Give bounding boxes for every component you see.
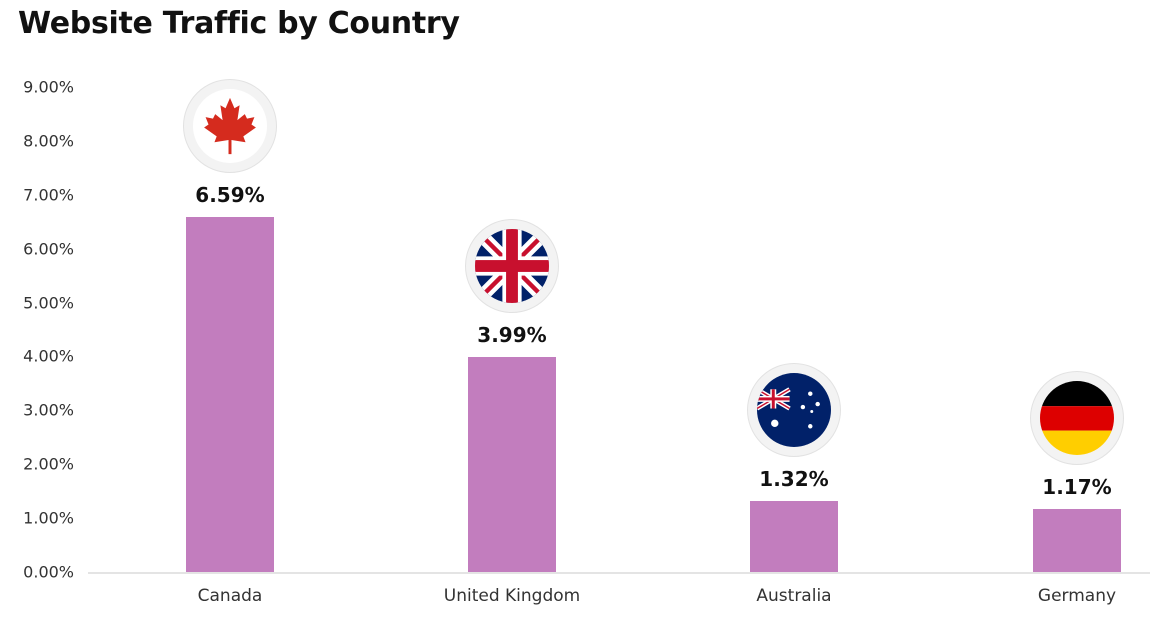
x-tick-label: Australia: [756, 586, 832, 606]
bar-value-label: 1.32%: [759, 466, 829, 491]
x-axis-line: [88, 572, 1150, 574]
flag-badge: [747, 362, 841, 457]
y-tick-label: 4.00%: [23, 346, 74, 366]
bar-value-label: 3.99%: [477, 322, 547, 347]
y-tick-label: 2.00%: [23, 454, 74, 474]
x-tick-label: Canada: [197, 586, 263, 606]
x-tick-label: Germany: [1037, 586, 1117, 606]
y-tick-label: 5.00%: [23, 293, 74, 312]
y-tick-label: 0.00%: [23, 562, 74, 582]
germany-flag-icon: [1040, 380, 1114, 455]
y-tick-label: 6.00%: [23, 239, 74, 259]
bar-australia: [750, 500, 838, 572]
flag-badge: [465, 218, 559, 313]
y-tick-label: 8.00%: [23, 131, 74, 151]
bar-canada: [186, 216, 274, 572]
flag-badge: [183, 78, 277, 173]
y-tick-label: 1.00%: [23, 508, 74, 528]
bar-germany: [1033, 508, 1121, 572]
canada-flag-icon: [193, 88, 267, 163]
y-tick-label: 9.00%: [23, 77, 74, 97]
flag-badge: [1030, 370, 1124, 465]
y-tick-label: 7.00%: [23, 185, 74, 205]
uk-flag-icon: [475, 228, 549, 303]
bar-value-label: 1.17%: [1042, 474, 1112, 499]
australia-flag-icon: [757, 372, 831, 447]
x-tick-label: United Kingdom: [443, 586, 581, 606]
bar-value-label: 6.59%: [195, 182, 265, 207]
bar-united-kingdom: [468, 356, 556, 572]
chart-title: Website Traffic by Country: [18, 6, 460, 41]
y-tick-label: 3.00%: [23, 400, 74, 420]
